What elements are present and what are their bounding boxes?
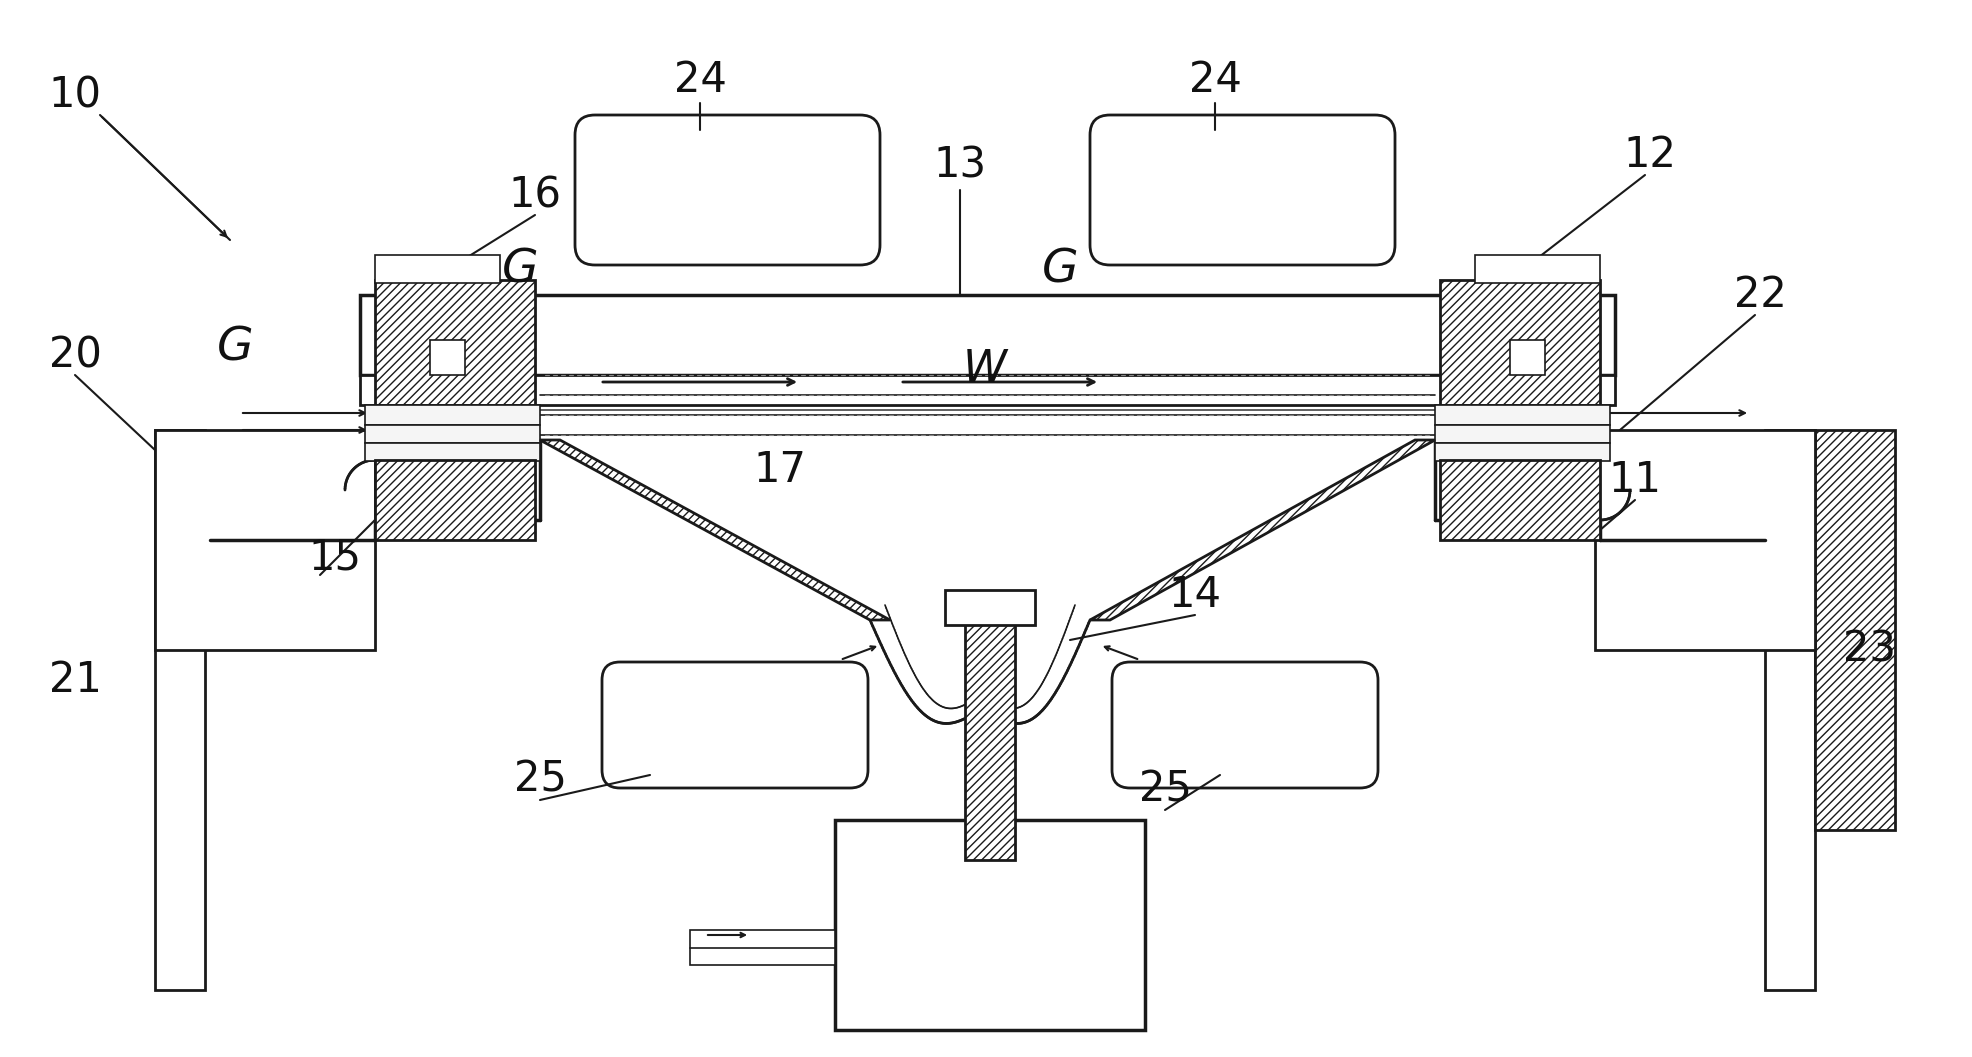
FancyBboxPatch shape [1112,662,1378,789]
Text: 17: 17 [753,449,807,492]
Text: 20: 20 [49,334,101,376]
Bar [375,460,534,540]
Text: 11: 11 [1609,459,1662,501]
Polygon shape [1091,440,1436,620]
Text: G: G [501,247,538,293]
Bar [365,443,540,461]
FancyBboxPatch shape [601,662,868,789]
Bar [361,375,1615,405]
Bar [1475,255,1599,283]
Text: 13: 13 [933,144,986,186]
Text: 25: 25 [1138,769,1191,811]
Bar [1440,280,1599,405]
Bar [365,405,540,425]
Bar [1595,430,1814,650]
Text: 22: 22 [1733,274,1787,316]
Bar [375,280,534,405]
Text: G: G [1041,247,1079,293]
Bar [1511,340,1544,375]
Text: 16: 16 [509,174,562,216]
Bar [156,430,205,990]
Text: 25: 25 [513,759,566,801]
Bar [361,295,1615,375]
Bar [365,425,540,443]
Bar [1440,460,1599,540]
Text: 21: 21 [49,659,101,701]
Bar [1436,405,1609,425]
Text: 10: 10 [49,74,101,116]
Bar [834,820,1146,1030]
Bar [375,255,501,283]
Bar [964,620,1016,860]
Text: 15: 15 [308,537,361,579]
Bar [945,590,1035,625]
Bar [1814,430,1895,830]
Polygon shape [540,440,889,620]
Bar [1436,443,1609,461]
Bar [690,930,834,965]
Text: W: W [962,349,1008,391]
Text: 24: 24 [674,59,726,101]
Text: 23: 23 [1844,629,1897,671]
Text: 12: 12 [1623,134,1676,177]
FancyBboxPatch shape [1091,115,1394,265]
Text: G: G [217,326,252,371]
Text: 24: 24 [1189,59,1242,101]
FancyBboxPatch shape [576,115,880,265]
Bar [1765,430,1814,990]
Text: 14: 14 [1169,574,1221,616]
Bar [1436,425,1609,443]
Bar [156,430,375,650]
Bar [430,340,465,375]
